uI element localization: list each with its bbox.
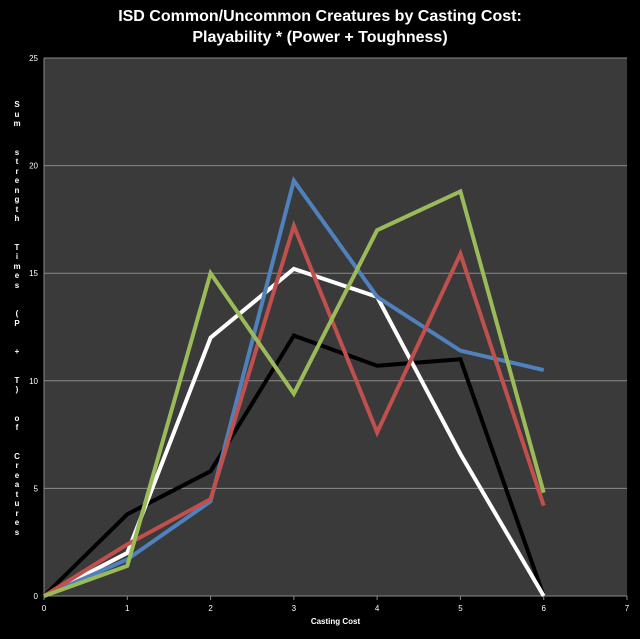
x-tick-label: 7: [625, 604, 630, 613]
series-line-1: [42, 333, 546, 598]
series-line-5: [43, 188, 546, 598]
gridlines: [44, 57, 627, 489]
y-tick-label: 0: [34, 592, 39, 601]
x-tick-label: 6: [541, 604, 546, 613]
series-lines: [42, 176, 546, 598]
x-tick-label: 4: [375, 604, 380, 613]
chart-subtitle: Playability * (Power + Toughness): [192, 29, 448, 46]
x-tick-label: 1: [125, 604, 130, 613]
y-tick-label: 15: [29, 269, 38, 278]
y-tick-labels: 0 5 10 15 20 25: [29, 54, 38, 601]
x-tick-label: 2: [208, 604, 213, 613]
y-axis-label: S u m s t r e n g t h T i m e s ( P + T …: [13, 100, 21, 537]
y-tick-label: 25: [29, 54, 38, 63]
axes: [43, 58, 628, 600]
x-tick-label: 3: [292, 604, 297, 613]
x-tick-label: 5: [458, 604, 463, 613]
y-tick-label: 20: [29, 162, 38, 171]
series-line-4: [42, 219, 546, 598]
x-axis-label: Casting Cost: [310, 617, 361, 626]
x-tick-label: 0: [42, 604, 47, 613]
y-tick-label: 5: [34, 484, 39, 493]
series-line-2: [43, 266, 546, 598]
chart-title: ISD Common/Uncommon Creatures by Casting…: [118, 8, 522, 25]
x-tick-labels: 0 1 2 3 4 5 6 7: [42, 604, 630, 613]
y-tick-label: 10: [29, 377, 38, 386]
